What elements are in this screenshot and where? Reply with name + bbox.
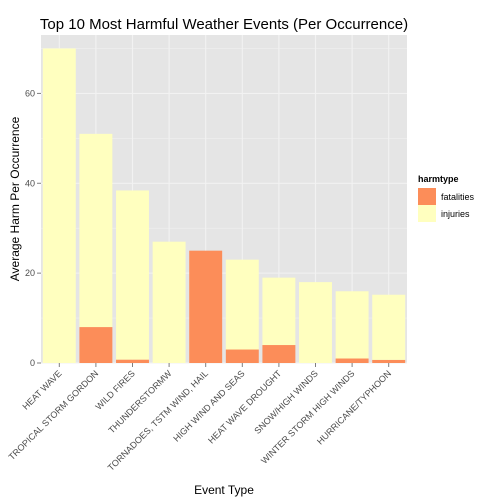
legend-label-fatalities: fatalities: [441, 192, 475, 202]
legend-key-injuries: [418, 205, 436, 222]
bar-injuries: [225, 259, 259, 350]
bars: [42, 48, 406, 363]
y-tick-label: 60: [25, 88, 35, 98]
bar-fatalities: [372, 359, 406, 363]
bar-injuries: [262, 277, 296, 346]
x-tick-label: HURRICANE/TYPHOON: [315, 368, 393, 446]
bar-injuries: [79, 133, 113, 328]
bar-injuries: [372, 294, 406, 360]
x-tick-label: THUNDERSTORMW: [106, 368, 173, 435]
bar-injuries: [42, 48, 76, 363]
bar-fatalities: [79, 327, 113, 363]
x-axis-title: Event Type: [194, 483, 254, 497]
bar-fatalities: [189, 250, 223, 363]
x-tick-label: HIGH WIND AND SEAS: [171, 368, 246, 443]
x-tick-label: HEAT WAVE DROUGHT: [206, 368, 284, 446]
bar-injuries: [299, 282, 332, 363]
y-tick-label: 20: [25, 268, 35, 278]
legend-label-injuries: injuries: [441, 209, 470, 219]
y-axis-ticks: 0 20 40 60: [25, 88, 41, 368]
legend-key-fatalities: [418, 188, 436, 205]
y-tick-label: 0: [30, 358, 35, 368]
bar-injuries: [116, 190, 149, 360]
legend: harmtype fatalities injuries: [418, 174, 475, 222]
bar-injuries: [152, 241, 186, 363]
bar-fatalities: [335, 358, 369, 363]
y-axis-title: Average Harm Per Occurrence: [8, 116, 22, 281]
bar-fatalities: [225, 349, 259, 363]
legend-title: harmtype: [418, 174, 459, 184]
bar-fatalities: [116, 359, 149, 363]
chart-title: Top 10 Most Harmful Weather Events (Per …: [40, 16, 408, 33]
bar-injuries: [335, 291, 369, 359]
x-tick-label: SNOW/HIGH WINDS: [252, 368, 320, 436]
y-tick-label: 40: [25, 178, 35, 188]
bar-fatalities: [262, 345, 296, 363]
